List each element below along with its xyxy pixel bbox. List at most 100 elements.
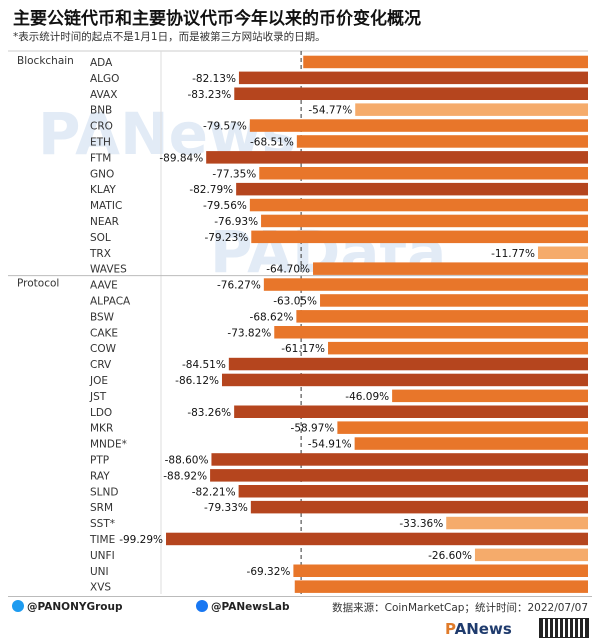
bar [249, 119, 588, 132]
data-label: -82.13% [192, 73, 236, 85]
category-label: TRX [89, 248, 111, 260]
category-label: CRV [90, 359, 112, 371]
bar [238, 71, 588, 85]
bar [210, 469, 588, 482]
bar [392, 389, 588, 403]
category-label: WAVES [90, 264, 127, 276]
brand-logo: PANews [445, 620, 512, 638]
twitter-icon [12, 600, 24, 612]
bar [313, 262, 588, 275]
data-label: -82.79% [189, 184, 233, 196]
bar [236, 182, 588, 196]
category-label: COW [90, 343, 117, 355]
category-label: TIME [89, 534, 115, 546]
bar [320, 294, 588, 307]
category-label: ALPACA [90, 295, 131, 307]
bar [474, 548, 588, 562]
bar [355, 103, 588, 116]
category-label: PTP [90, 454, 109, 466]
bar [234, 87, 588, 100]
data-label: -73.82% [227, 327, 271, 339]
data-label: -63.05% [273, 295, 317, 307]
bar [337, 421, 588, 434]
data-label: -76.93% [214, 216, 258, 228]
data-label: -86.12% [175, 375, 219, 387]
bar [234, 405, 588, 418]
category-label: SLND [90, 486, 118, 498]
bar [537, 246, 588, 259]
bar [251, 230, 588, 244]
data-label: -99.29% [119, 534, 163, 546]
data-label: -79.56% [203, 200, 247, 212]
category-label: MNDE* [90, 439, 127, 451]
data-label: -88.60% [165, 454, 209, 466]
bar [354, 437, 588, 450]
data-label: -79.33% [204, 502, 248, 514]
data-label: -83.23% [187, 89, 231, 101]
bar [206, 151, 588, 164]
bar [261, 214, 588, 228]
twitter-handle[interactable]: @PANONYGroup [12, 600, 122, 613]
category-label: SRM [90, 502, 113, 514]
data-label: -82.21% [192, 486, 236, 498]
category-label: NEAR [90, 216, 119, 228]
footer: @PANONYGroup @PANewsLab 数据来源：CoinMarketC… [0, 596, 600, 641]
data-label: -68.51% [250, 136, 294, 148]
footer-divider [8, 596, 592, 597]
category-label: XVS [90, 582, 111, 594]
data-label: -84.51% [182, 359, 226, 371]
category-label: UNI [90, 566, 109, 578]
data-label: -54.77% [308, 105, 352, 117]
data-label: -58.97% [291, 423, 335, 435]
bar [296, 310, 588, 323]
bar [263, 278, 588, 291]
category-label: UNFI [90, 550, 115, 562]
twitter-handle-label: @PANONYGroup [27, 601, 123, 613]
category-label: JOE [89, 375, 108, 387]
bar [294, 580, 588, 593]
data-label: -46.09% [345, 391, 389, 403]
bar [221, 373, 589, 387]
category-label: MKR [90, 423, 113, 435]
category-label: AAVE [90, 280, 118, 292]
category-label: KLAY [90, 184, 116, 196]
data-label: -26.60% [428, 550, 472, 562]
category-label: ADA [90, 57, 113, 69]
data-label: -79.23% [204, 232, 248, 244]
facebook-handle[interactable]: @PANewsLab [196, 600, 290, 613]
category-label: BSW [90, 311, 115, 323]
facebook-handle-label: @PANewsLab [211, 601, 290, 613]
category-label: SOL [90, 232, 111, 244]
category-label: GNO [90, 168, 114, 180]
bar [238, 485, 589, 498]
category-label: RAY [90, 470, 110, 482]
data-label: -77.35% [212, 168, 256, 180]
qr-code-icon [539, 618, 589, 638]
bar [296, 135, 588, 148]
data-label: -68.62% [250, 311, 294, 323]
bar [166, 532, 588, 546]
category-label: ETH [90, 136, 111, 148]
data-source: 数据来源：CoinMarketCap；统计时间：2022/07/07 [332, 602, 588, 614]
data-label: -88.92% [163, 470, 207, 482]
category-label: BNB [90, 105, 112, 117]
bar [328, 341, 588, 355]
category-label: FTM [90, 152, 111, 164]
bar [274, 326, 588, 339]
bar-chart: Blockchain ADA ALGO -82.13% AVAX -83.23% BNB -5… [8, 50, 589, 594]
bar [228, 357, 588, 371]
facebook-icon [196, 600, 208, 612]
category-label: SST* [90, 518, 115, 530]
data-label: -83.26% [187, 407, 231, 419]
bar [211, 453, 588, 466]
data-label: -69.32% [247, 566, 291, 578]
chart-subtitle: *表示统计时间的起点不是1月1日，而是被第三方网站收录的日期。 [13, 31, 326, 43]
data-label: -61.17% [281, 343, 325, 355]
group-label: Blockchain [17, 55, 74, 67]
category-label: LDO [90, 407, 112, 419]
data-label: -33.36% [399, 518, 443, 530]
category-label: JST [89, 391, 107, 403]
chart-title: 主要公链代币和主要协议代币今年以来的币价变化概况 [13, 9, 421, 29]
category-label: AVAX [90, 89, 117, 101]
bar [446, 516, 588, 530]
